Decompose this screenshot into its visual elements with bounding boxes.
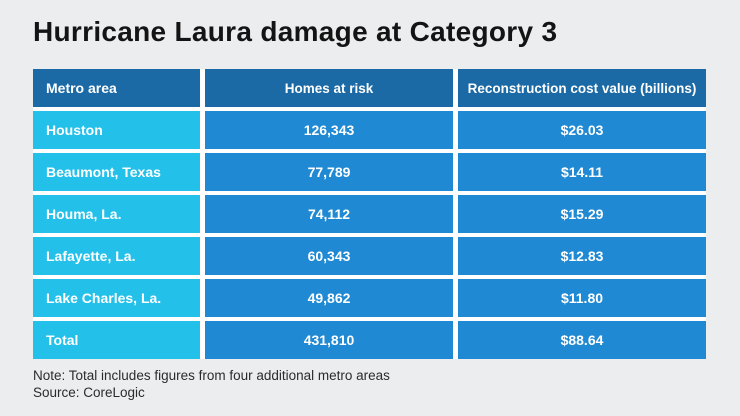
homes-cell: 74,112 (205, 195, 453, 233)
column-header-homes-at-risk: Homes at risk (205, 69, 453, 107)
metro-cell: Lafayette, La. (33, 237, 200, 275)
cost-cell: $11.80 (458, 279, 706, 317)
metro-cell: Beaumont, Texas (33, 153, 200, 191)
homes-cell: 49,862 (205, 279, 453, 317)
footer-source: Source: CoreLogic (33, 384, 145, 400)
metro-cell: Houston (33, 111, 200, 149)
homes-cell: 60,343 (205, 237, 453, 275)
cost-cell: $12.83 (458, 237, 706, 275)
data-table: Metro area Homes at risk Reconstruction … (33, 69, 706, 359)
cost-cell: $26.03 (458, 111, 706, 149)
cost-cell: $15.29 (458, 195, 706, 233)
cost-cell: $14.11 (458, 153, 706, 191)
page-title: Hurricane Laura damage at Category 3 (33, 16, 558, 47)
homes-cell: 126,343 (205, 111, 453, 149)
homes-cell: 77,789 (205, 153, 453, 191)
metro-cell: Houma, La. (33, 195, 200, 233)
total-homes-cell: 431,810 (205, 321, 453, 359)
footer: Note: Total includes figures from four a… (33, 368, 390, 401)
total-cost-cell: $88.64 (458, 321, 706, 359)
metro-cell: Lake Charles, La. (33, 279, 200, 317)
column-header-reconstruction-cost: Reconstruction cost value (billions) (458, 69, 706, 107)
footer-note: Note: Total includes figures from four a… (33, 368, 390, 383)
column-header-metro-area: Metro area (33, 69, 200, 107)
total-metro-cell: Total (33, 321, 200, 359)
